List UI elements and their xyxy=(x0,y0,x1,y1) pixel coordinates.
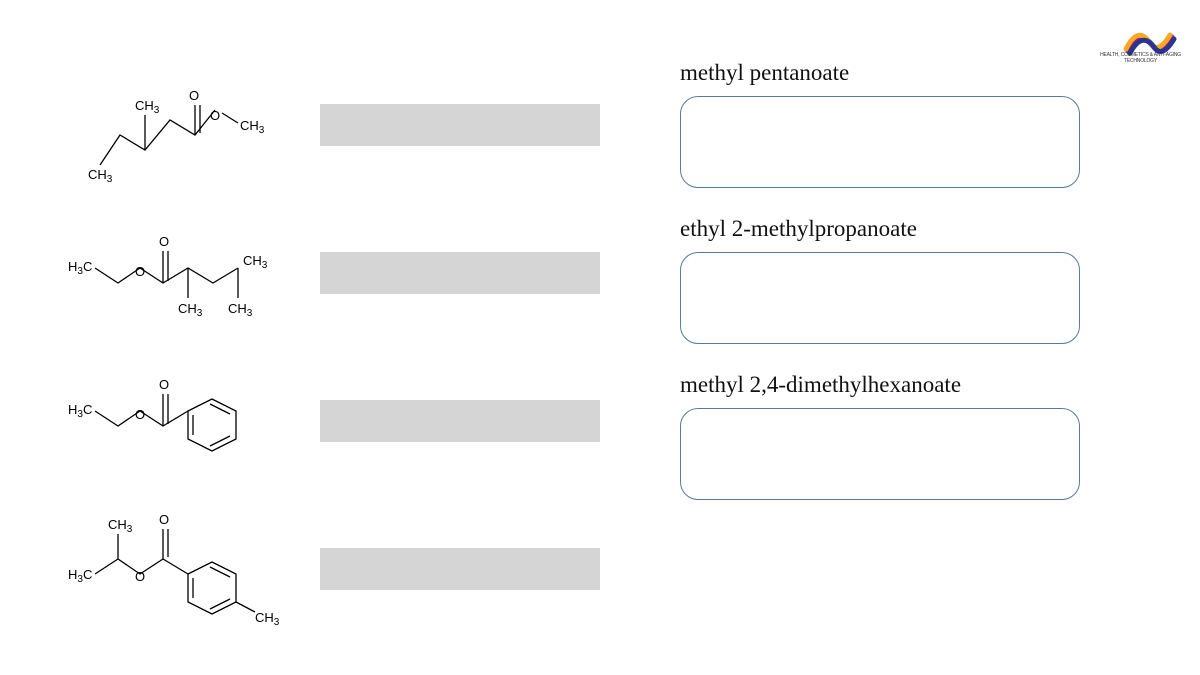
svg-text:O: O xyxy=(159,377,169,392)
svg-text:CH3: CH3 xyxy=(228,301,253,319)
svg-text:CH3: CH3 xyxy=(255,610,280,628)
svg-text:O: O xyxy=(135,264,145,279)
svg-text:CH3: CH3 xyxy=(243,253,268,271)
structure-row: H3C O O xyxy=(60,351,600,491)
svg-text:CH3: CH3 xyxy=(135,98,160,116)
svg-text:O: O xyxy=(189,88,199,103)
svg-text:CH3: CH3 xyxy=(240,118,265,136)
svg-text:H3C: H3C xyxy=(68,567,92,585)
structure-row: H3C O O CH3 CH3 CH3 xyxy=(60,203,600,343)
option-label-2: ethyl 2-methylpropanoate xyxy=(680,216,1100,242)
answer-slot-3[interactable] xyxy=(320,400,600,442)
structures-column: CH3 CH3 O O CH3 H3C O O CH3 CH3 CH3 xyxy=(60,55,600,647)
svg-text:O: O xyxy=(210,108,220,123)
option-label-3: methyl 2,4-dimethylhexanoate xyxy=(680,372,1100,398)
options-column: methyl pentanoate ethyl 2-methylpropanoa… xyxy=(680,60,1100,528)
structure-1: CH3 CH3 O O CH3 xyxy=(60,55,310,195)
option-group: methyl 2,4-dimethylhexanoate xyxy=(680,372,1100,500)
option-label-1: methyl pentanoate xyxy=(680,60,1100,86)
svg-text:O: O xyxy=(159,234,169,249)
option-group: methyl pentanoate xyxy=(680,60,1100,188)
brand-logo-caption: HEALTH, COSMETICS & ANTI-AGING TECHNOLOG… xyxy=(1093,52,1188,64)
option-drag-box-1[interactable] xyxy=(680,96,1080,188)
svg-text:H3C: H3C xyxy=(68,402,92,420)
answer-slot-4[interactable] xyxy=(320,548,600,590)
answer-slot-2[interactable] xyxy=(320,252,600,294)
option-group: ethyl 2-methylpropanoate xyxy=(680,216,1100,344)
svg-text:CH3: CH3 xyxy=(88,167,113,185)
svg-text:O: O xyxy=(159,512,169,527)
structure-row: CH3 CH3 O O CH3 xyxy=(60,55,600,195)
svg-text:CH3: CH3 xyxy=(108,517,133,535)
svg-text:O: O xyxy=(135,407,145,422)
option-drag-box-3[interactable] xyxy=(680,408,1080,500)
svg-text:CH3: CH3 xyxy=(178,301,203,319)
structure-3: H3C O O xyxy=(60,351,310,491)
option-drag-box-2[interactable] xyxy=(680,252,1080,344)
structure-row: H3C CH3 O O CH3 xyxy=(60,499,600,639)
svg-text:O: O xyxy=(135,569,145,584)
answer-slot-1[interactable] xyxy=(320,104,600,146)
svg-text:H3C: H3C xyxy=(68,259,92,277)
structure-4: H3C CH3 O O CH3 xyxy=(60,499,310,639)
structure-2: H3C O O CH3 CH3 CH3 xyxy=(60,203,310,343)
